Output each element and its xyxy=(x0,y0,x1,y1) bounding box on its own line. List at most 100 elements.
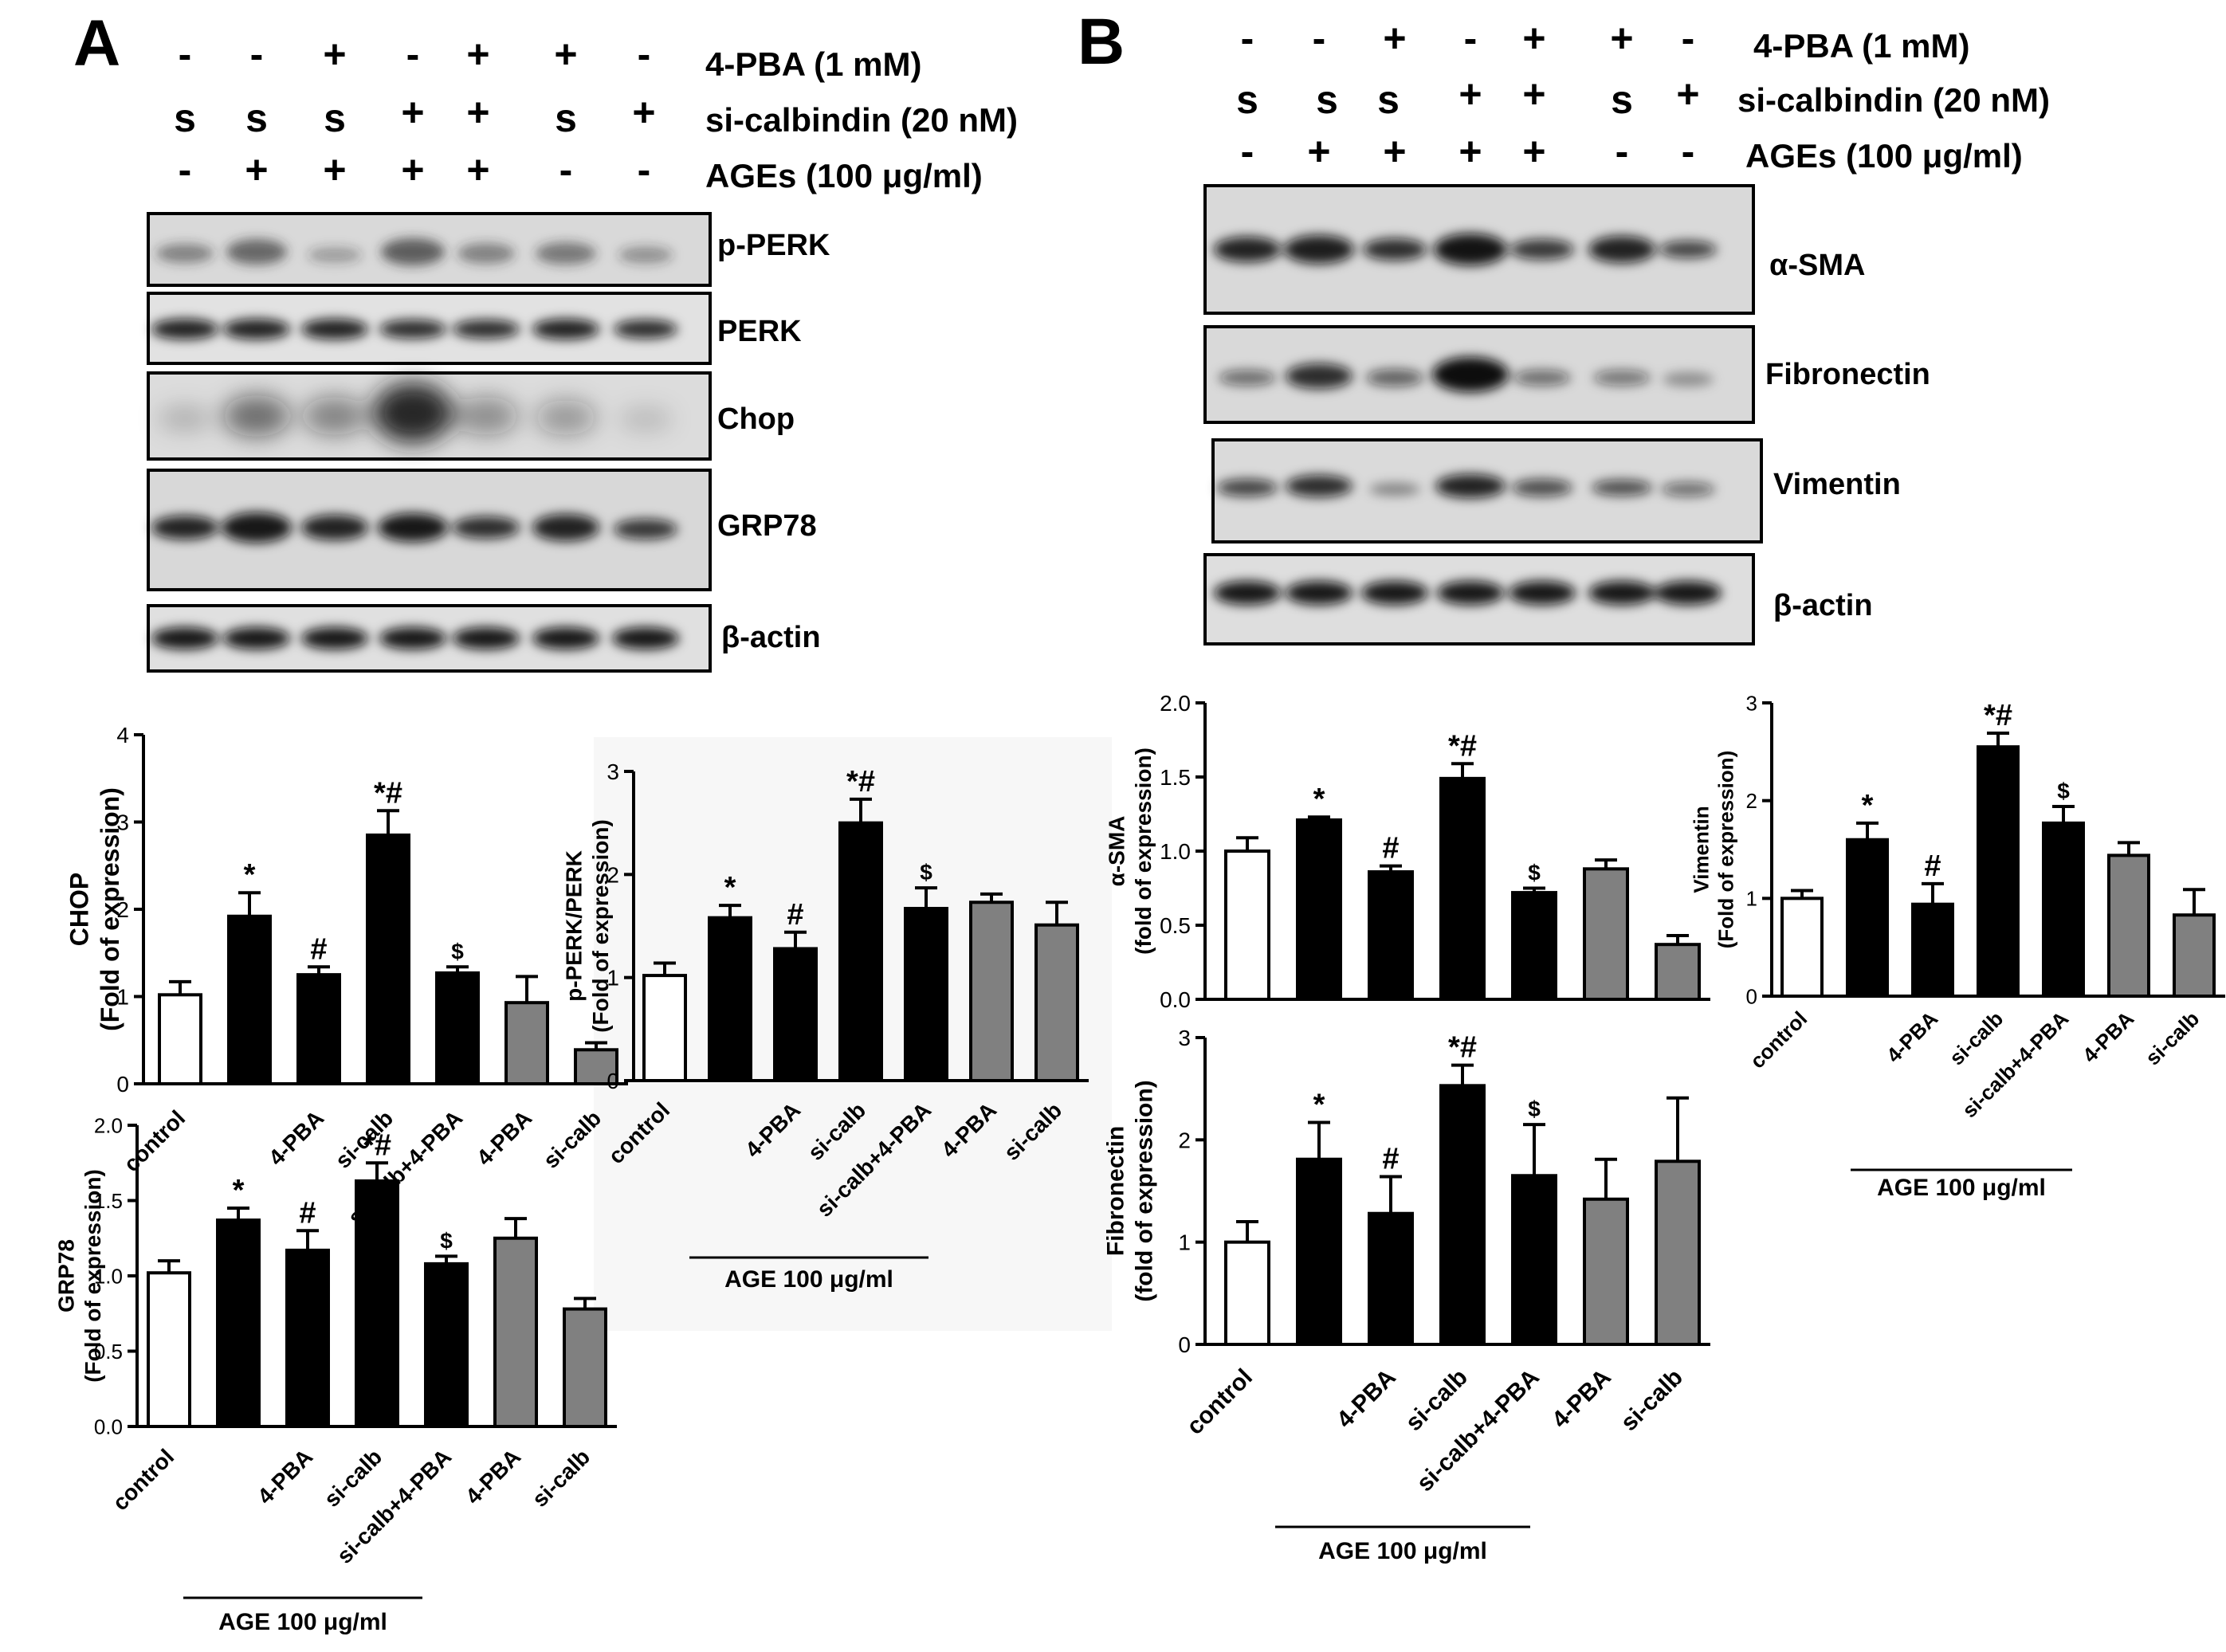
asma-y-tick-label: 1.5 xyxy=(1160,765,1191,790)
fibronectin-bar xyxy=(1296,1157,1342,1347)
a-ages-label: AGEs (100 μg/ml) xyxy=(705,157,983,194)
vimentin-bar xyxy=(2042,821,2085,998)
vimentin-significance-mark: * xyxy=(1862,789,1874,822)
b-ages-label: AGEs (100 μg/ml) xyxy=(1745,137,2023,175)
asma-bar xyxy=(1511,891,1557,1001)
grp78-bar xyxy=(355,1179,399,1429)
a-sicalb-symbol: s xyxy=(174,96,196,140)
a-ages-symbol: - xyxy=(559,147,573,192)
b-sicalb-symbol: s xyxy=(1377,77,1400,122)
chop-significance-mark: # xyxy=(310,932,327,966)
pperk-y-tick-label: 3 xyxy=(607,759,619,784)
vimentin-bar xyxy=(2107,853,2150,998)
chart-asma: 0.0 0.5 1.0 1.5 2.0 α-SMA (fold of expression)… xyxy=(1104,691,1710,1012)
grp78-bar xyxy=(216,1218,261,1428)
grp78-y-tick-label: 2.0 xyxy=(94,1113,123,1137)
blot-label-asma: α-SMA xyxy=(1769,249,1865,282)
asma-significance-mark: # xyxy=(1382,832,1399,865)
a-ages-symbol: + xyxy=(401,147,424,192)
grp78-group-label: AGE 100 μg/ml xyxy=(218,1609,387,1635)
pperk-group-label: AGE 100 μg/ml xyxy=(724,1266,893,1293)
vimentin-category-label: 4-PBA xyxy=(1882,1007,1943,1068)
vimentin-significance-mark: $ xyxy=(2057,779,2070,803)
pperk-bar xyxy=(1034,923,1079,1082)
vimentin-bar xyxy=(1911,902,1954,999)
vimentin-category-label: si-calb xyxy=(1945,1007,2008,1069)
fibronectin-bar xyxy=(1368,1211,1414,1346)
grp78-category-label: 4-PBA xyxy=(253,1444,317,1509)
blot-strip-chop: Chop xyxy=(147,371,795,461)
fibronectin-y-tick-label: 2 xyxy=(1178,1128,1191,1152)
fibronectin-y-label-units: (fold of expression) xyxy=(1132,1080,1158,1301)
a-ages-symbol: + xyxy=(245,147,268,192)
vimentin-category-label: control xyxy=(1745,1007,1812,1073)
vimentin-bar xyxy=(1846,838,1889,998)
a-sicalb-symbol: + xyxy=(632,90,655,135)
pperk-bar xyxy=(773,947,818,1083)
grp78-y-tick-label: 1.0 xyxy=(94,1264,123,1288)
a-sicalb-symbol: + xyxy=(466,90,489,135)
asma-y-tick-label: 1.0 xyxy=(1160,839,1191,864)
asma-y-label: α-SMA xyxy=(1104,816,1129,887)
b-ages-symbol: - xyxy=(1616,129,1629,174)
chop-y-tick-label: 4 xyxy=(116,723,129,748)
fibronectin-y-label: Fibronectin xyxy=(1103,1126,1129,1256)
pperk-y-tick-label: 1 xyxy=(607,966,619,991)
a-sicalb-symbol: s xyxy=(324,96,346,140)
grp78-category-label: control xyxy=(108,1444,179,1515)
b-sicalb-label: si-calbindin (20 nM) xyxy=(1737,81,2050,119)
chop-bar xyxy=(366,833,410,1086)
fibronectin-category-label: 4-PBA xyxy=(1547,1364,1616,1434)
a-pba-symbol: - xyxy=(638,32,651,77)
vimentin-bar xyxy=(1780,897,1824,999)
chop-bar xyxy=(574,1048,618,1086)
chop-bar xyxy=(158,993,202,1086)
fibronectin-y-tick-label: 1 xyxy=(1178,1230,1191,1255)
vimentin-bar xyxy=(1977,745,2020,998)
fibronectin-category-label: si-calb xyxy=(1616,1364,1688,1437)
pperk-significance-mark: $ xyxy=(920,860,932,885)
panel-letter-b: B xyxy=(1078,6,1125,78)
b-pba-symbol: - xyxy=(1313,16,1326,61)
chart-vimentin: 0 1 2 3 Vimentin (Fold of expression) control *… xyxy=(1689,691,2225,1201)
a-pba-symbol: - xyxy=(250,32,264,77)
grp78-bar xyxy=(493,1236,538,1428)
vimentin-y-tick-label: 3 xyxy=(1746,691,1757,715)
fibronectin-bar xyxy=(1439,1084,1486,1346)
blot-strip-pperk: p-PERK xyxy=(147,212,830,287)
asma-significance-mark: * xyxy=(1313,783,1325,816)
b-pba-symbol: + xyxy=(1522,16,1545,61)
chop-y-tick-label: 1 xyxy=(116,985,129,1010)
fibronectin-bar xyxy=(1655,1160,1701,1346)
asma-bar xyxy=(1655,943,1701,1002)
b-ages-symbol: - xyxy=(1241,129,1254,174)
b-ages-symbol: + xyxy=(1307,129,1330,174)
pperk-significance-mark: * xyxy=(724,871,736,904)
asma-y-tick-label: 2.0 xyxy=(1160,691,1191,716)
fibronectin-group-label: AGE 100 μg/ml xyxy=(1318,1538,1487,1564)
blot-strip-actin-a: β-actin xyxy=(147,604,821,673)
pperk-y-label-units: (Fold of expression) xyxy=(588,819,613,1033)
chop-category-label: 4-PBA xyxy=(264,1105,328,1170)
vimentin-y-label: Vimentin xyxy=(1689,806,1713,893)
b-sicalb-symbol: s xyxy=(1236,77,1258,122)
chop-y-label: CHOP xyxy=(65,873,94,946)
vimentin-significance-mark: *# xyxy=(1984,699,2012,732)
blot-label-chop: Chop xyxy=(717,402,795,436)
grp78-bar xyxy=(563,1307,607,1428)
a-pba-symbol: - xyxy=(406,32,420,77)
chop-bar xyxy=(435,971,480,1086)
b-sicalb-symbol: + xyxy=(1522,72,1545,116)
chart-grp78: 0.0 0.5 1.0 1.5 2.0 GRP78 (Fold of expression)… xyxy=(53,1113,617,1635)
blot-label-actin-b: β-actin xyxy=(1773,589,1873,622)
blot-label-perk: PERK xyxy=(717,315,802,348)
blot-strip-actin-b: β-actin xyxy=(1203,553,1873,645)
vimentin-group-label: AGE 100 μg/ml xyxy=(1877,1175,2046,1201)
grp78-significance-mark: *# xyxy=(363,1128,391,1162)
vimentin-y-tick-label: 2 xyxy=(1746,789,1757,813)
asma-bar xyxy=(1439,776,1486,1001)
grp78-category-label: 4-PBA xyxy=(461,1444,525,1509)
